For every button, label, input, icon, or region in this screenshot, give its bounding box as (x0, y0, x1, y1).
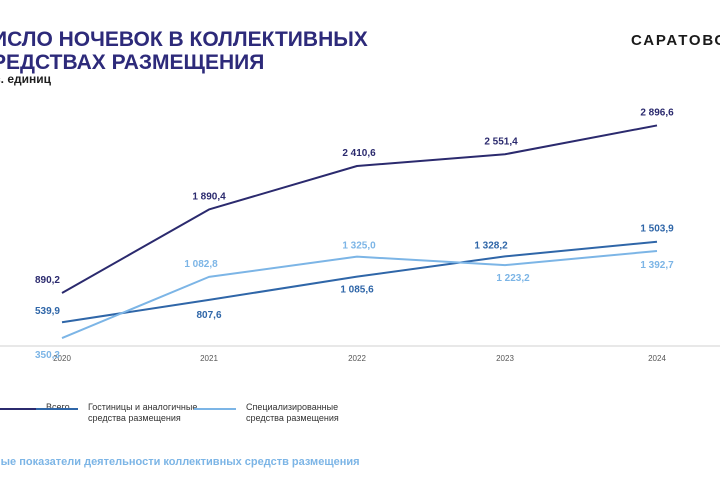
data-label-special: 350,3 (35, 350, 60, 361)
x-tick-label: 2020 (53, 354, 71, 363)
data-label-special: 1 325,0 (342, 241, 376, 252)
x-tick-label: 2024 (648, 354, 666, 363)
data-label-gostinicy: 1 503,9 (640, 224, 674, 235)
legend-swatch-gostinicy (36, 408, 78, 410)
x-tick-label: 2023 (496, 354, 514, 363)
data-label-special: 1 082,8 (184, 259, 218, 270)
data-label-gostinicy: 1 328,2 (474, 240, 508, 251)
chart-title: ИСЛО НОЧЕВОК В КОЛЛЕКТИВНЫХ РЕДСТВАХ РАЗ… (0, 28, 368, 74)
legend-label-special: Специализированные средства размещения (246, 402, 339, 423)
legend-item-gostinicy: Гостиницы и аналогичные средства размеще… (36, 402, 203, 424)
x-tick-label: 2021 (200, 354, 218, 363)
data-label-gostinicy: 539,9 (35, 306, 60, 317)
series-line-gostinicy (61, 240, 658, 324)
data-label-vsego: 2 551,4 (484, 136, 518, 147)
series-line-vsego (61, 124, 658, 294)
footer-note: ные показатели деятельности коллективных… (0, 456, 360, 468)
data-label-special: 1 223,2 (496, 273, 530, 284)
data-label-vsego: 2 410,6 (342, 148, 376, 159)
legend-label-gostinicy: Гостиницы и аналогичные средства размеще… (88, 402, 198, 423)
chart-title-line2: РЕДСТВАХ РАЗМЕЩЕНИЯ (0, 51, 265, 74)
legend-label-vsego: Всего (46, 402, 70, 412)
data-label-gostinicy: 1 085,6 (340, 285, 374, 296)
legend-item-special: Специализированные средства размещения (194, 402, 361, 424)
legend-swatch-special (194, 408, 236, 410)
series-line-special (61, 250, 658, 339)
legend-item-vsego: Всего (0, 402, 161, 413)
x-tick-label: 2022 (348, 354, 366, 363)
legend-swatch-vsego (0, 408, 36, 410)
chart-title-line1: ИСЛО НОЧЕВОК В КОЛЛЕКТИВНЫХ (0, 28, 368, 51)
data-label-vsego: 1 890,4 (192, 191, 226, 202)
data-label-gostinicy: 807,6 (196, 310, 221, 321)
data-label-special: 1 392,7 (640, 260, 674, 271)
data-label-vsego: 2 896,6 (640, 107, 674, 118)
data-label-vsego: 890,2 (35, 275, 60, 286)
brand-logo: САРАТОВС (631, 32, 720, 49)
unit-label: с. единиц (0, 72, 52, 86)
